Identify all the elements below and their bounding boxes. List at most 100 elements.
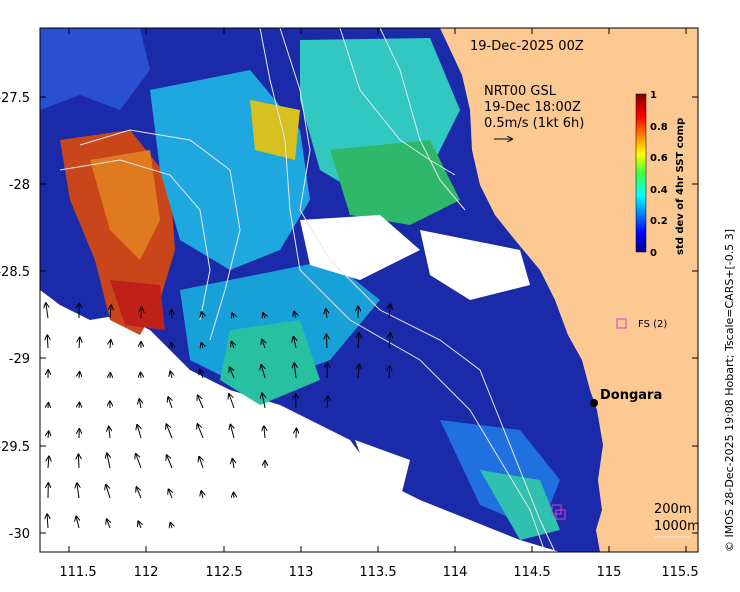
fs-station-marker [616,318,627,329]
current-vector [232,459,234,469]
current-vector [263,313,265,318]
current-vector [110,340,111,349]
current-vector [107,454,110,469]
current-vector [230,425,234,439]
current-vector [79,372,80,379]
x-tick-label: 113.5 [359,565,396,580]
x-tick-label: 113 [289,565,314,580]
current-vector [201,491,203,499]
current-vector [166,424,173,439]
x-tick-label: 114 [443,565,468,580]
current-vector [200,370,203,379]
current-vector [77,483,79,499]
y-tick-label: -28 [9,178,30,193]
x-tick-label: 112 [134,565,159,580]
current-vector [79,403,80,409]
current-vector [138,522,141,529]
dongara-marker [590,399,598,407]
current-vector [141,308,142,319]
x-tick-label: 115 [597,565,622,580]
current-vector [232,313,234,318]
colorbar-tick-label: 1 [650,90,657,101]
current-vector [139,399,141,409]
current-vector [294,312,296,319]
current-vector [137,487,142,499]
current-vector [47,514,48,529]
current-vector [137,425,141,439]
current-vector [198,424,204,439]
colorbar-gradient [635,93,647,253]
bathymetry-contours [59,28,556,552]
current-vector [294,363,296,379]
credit-text: © IMOS 28-Dec-2025 19:08 Hobart; Tscale=… [723,229,736,552]
vector-time-label: 19-Dec 18:00Z [484,100,581,115]
y-tick-label: -30 [9,527,30,542]
station-marker [555,509,566,520]
y-tick-label: -29.5 [0,440,30,455]
current-vector [48,431,49,439]
current-vector [201,343,203,348]
colorbar-tick-label: 0.2 [650,216,668,227]
vector-scale-label: 0.5m/s (1kt 6h) [484,116,584,131]
current-vector [46,303,48,319]
dongara-label: Dongara [600,388,662,403]
current-vector [231,342,234,349]
current-vector [107,519,110,529]
x-tick-label: 115.5 [661,565,698,580]
current-vector [230,367,235,379]
colorbar-tick-label: 0.8 [650,122,668,133]
current-vector [48,457,49,469]
x-axis: 111.5 112 112.5 113 113.5 114 114.5 115 … [59,28,699,580]
current-vector [198,396,204,409]
current-vector [229,394,235,409]
current-vector [199,457,203,469]
colorbar-tick-label: 0.6 [650,153,668,164]
current-vector [170,523,172,528]
colorbar-title: std dev of 4hr SST comp [675,118,686,255]
current-vector [79,338,80,349]
colorbar-tick-label: 0.4 [650,185,668,196]
current-vector [47,335,48,349]
x-tick-label: 114.5 [513,565,550,580]
current-vector [76,517,79,529]
current-vector [326,309,327,319]
land-mass [440,28,698,552]
sst-data-field [40,28,603,552]
current-vector [326,335,327,349]
current-vector [262,393,265,409]
y-axis: -27.5 -28 -28.5 -29 -29.5 -30 [0,91,698,542]
fs-station-label: FS (2) [638,319,667,330]
current-vector [109,427,110,439]
y-tick-label: -29 [9,352,30,367]
contour-legend-1000m: 1000m [654,519,700,534]
current-vector [389,333,390,349]
map-date-title: 19-Dec-2025 00Z [470,39,584,54]
current-vector [358,364,359,379]
x-tick-label: 111.5 [59,565,96,580]
current-vector [171,343,172,348]
current-vector [110,305,111,319]
current-vectors [46,303,391,528]
current-vector [202,312,203,319]
current-vector [262,340,265,349]
current-vector [264,426,265,439]
colorbar-tick-label: 0 [650,248,657,259]
current-vector [136,454,142,469]
y-tick-label: -28.5 [0,265,30,280]
contour-legend-200m: 200m [654,502,691,517]
current-vector [169,489,172,499]
current-vector [261,365,265,379]
current-vector [294,337,297,349]
y-tick-label: -27.5 [0,91,30,106]
plot-frame [39,27,699,553]
current-vector [358,333,359,349]
current-vector [168,397,172,409]
current-vector [106,485,111,499]
current-vector [389,366,390,379]
current-vector [78,455,79,469]
x-tick-label: 112.5 [205,565,242,580]
current-vector [172,310,173,319]
product-label: NRT00 GSL [484,84,557,99]
colorbar: 1 0.8 0.6 0.4 0.2 0 std dev of 4hr SST c… [635,90,686,259]
